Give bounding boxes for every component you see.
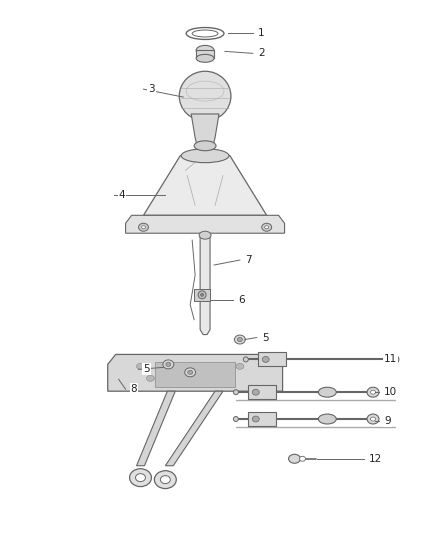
Ellipse shape <box>196 45 214 55</box>
Ellipse shape <box>233 390 238 394</box>
Ellipse shape <box>135 474 145 482</box>
Bar <box>196 51 214 58</box>
Polygon shape <box>191 114 219 146</box>
Ellipse shape <box>196 54 214 62</box>
Polygon shape <box>126 215 285 233</box>
Ellipse shape <box>233 417 238 422</box>
Ellipse shape <box>318 387 336 397</box>
Ellipse shape <box>216 364 224 369</box>
Text: 1: 1 <box>258 28 265 38</box>
Ellipse shape <box>163 360 174 369</box>
Ellipse shape <box>367 387 379 397</box>
Ellipse shape <box>262 357 269 362</box>
Ellipse shape <box>181 149 229 163</box>
Ellipse shape <box>130 469 152 487</box>
Ellipse shape <box>300 456 305 461</box>
Ellipse shape <box>234 335 245 344</box>
Text: 7: 7 <box>245 255 251 265</box>
Ellipse shape <box>176 364 184 369</box>
Bar <box>248 412 276 426</box>
Ellipse shape <box>179 71 231 121</box>
Ellipse shape <box>166 375 174 381</box>
Ellipse shape <box>198 291 206 299</box>
Ellipse shape <box>186 28 224 39</box>
Polygon shape <box>200 235 210 335</box>
Text: 3: 3 <box>148 84 155 94</box>
Ellipse shape <box>156 364 164 369</box>
Ellipse shape <box>252 416 259 422</box>
Ellipse shape <box>146 375 155 381</box>
Text: 5: 5 <box>144 365 150 374</box>
Ellipse shape <box>371 417 375 421</box>
Text: 6: 6 <box>238 295 244 305</box>
Ellipse shape <box>199 231 211 239</box>
Ellipse shape <box>390 358 396 361</box>
Text: 2: 2 <box>258 49 265 58</box>
Ellipse shape <box>262 223 272 231</box>
Bar <box>248 385 276 399</box>
Ellipse shape <box>201 293 204 296</box>
Ellipse shape <box>192 30 218 37</box>
Ellipse shape <box>137 364 145 369</box>
Ellipse shape <box>194 141 216 151</box>
Ellipse shape <box>318 414 336 424</box>
Ellipse shape <box>166 362 171 366</box>
Ellipse shape <box>289 454 300 463</box>
Ellipse shape <box>196 375 204 381</box>
Ellipse shape <box>138 223 148 231</box>
Polygon shape <box>165 391 223 466</box>
Polygon shape <box>137 391 175 466</box>
Text: 12: 12 <box>369 454 382 464</box>
Ellipse shape <box>188 370 193 374</box>
Bar <box>155 362 235 387</box>
Ellipse shape <box>226 375 234 381</box>
Ellipse shape <box>141 226 145 229</box>
Polygon shape <box>144 156 267 215</box>
Text: 9: 9 <box>384 416 391 426</box>
Ellipse shape <box>160 475 170 483</box>
Text: 8: 8 <box>131 384 137 394</box>
Ellipse shape <box>387 354 399 365</box>
Ellipse shape <box>196 364 204 369</box>
Ellipse shape <box>244 357 248 362</box>
Text: 5: 5 <box>262 333 268 343</box>
Text: 10: 10 <box>384 387 397 397</box>
Ellipse shape <box>185 368 196 377</box>
Ellipse shape <box>265 226 268 229</box>
Ellipse shape <box>236 364 244 369</box>
Text: 11: 11 <box>384 354 397 365</box>
Text: 4: 4 <box>119 190 125 200</box>
Polygon shape <box>108 354 283 391</box>
Bar <box>258 352 286 366</box>
Ellipse shape <box>371 390 375 394</box>
Ellipse shape <box>252 389 259 395</box>
Ellipse shape <box>237 337 242 342</box>
Bar <box>194 289 210 301</box>
Ellipse shape <box>367 414 379 424</box>
Ellipse shape <box>155 471 176 489</box>
